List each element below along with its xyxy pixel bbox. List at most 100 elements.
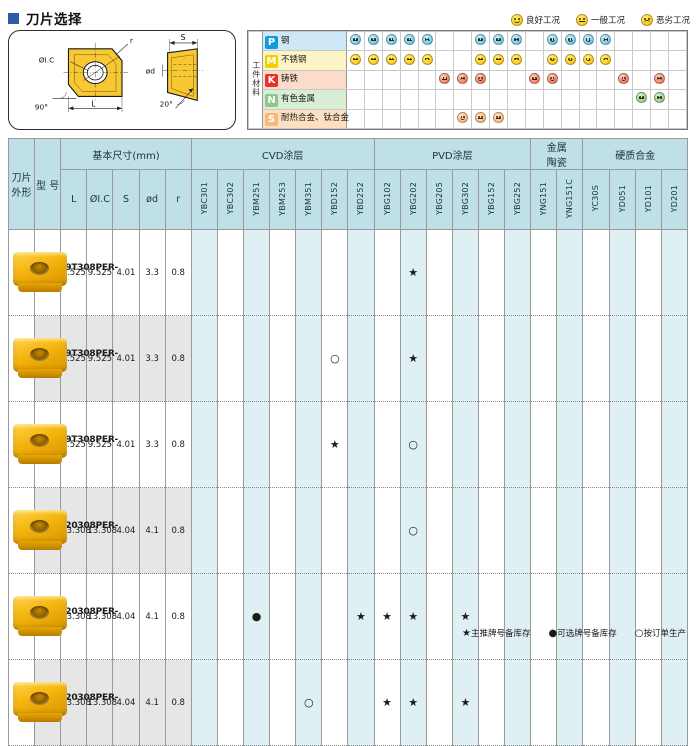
grade-cell-YD101[interactable] — [634, 487, 662, 574]
grade-cell-YBG252[interactable] — [504, 659, 532, 746]
grade-cell-YD051[interactable] — [608, 315, 636, 402]
grade-cell-YBG102[interactable]: ★ — [373, 573, 401, 660]
grade-cell-YBG152[interactable] — [477, 315, 506, 402]
grade-cell-YBM253[interactable] — [269, 401, 297, 488]
grade-cell-YD051[interactable] — [608, 659, 636, 746]
grade-cell-YBD252[interactable]: ★ — [347, 573, 375, 660]
grade-cell-YBM253[interactable] — [269, 573, 297, 660]
grade-cell-YBC301[interactable] — [190, 487, 218, 574]
grade-cell-YBG202[interactable]: ★ — [399, 229, 427, 316]
grade-cell-YBD252[interactable] — [347, 487, 375, 574]
grade-cell-YBC301[interactable] — [190, 401, 218, 488]
grade-cell-YBG205[interactable] — [425, 659, 453, 746]
grade-cell-YBG152[interactable] — [477, 229, 506, 316]
grade-cell-YBG205[interactable] — [425, 401, 453, 488]
grade-cell-YBG205[interactable] — [425, 487, 453, 574]
grade-cell-YBM351[interactable] — [295, 229, 323, 316]
grade-cell-YBG302[interactable]: ★ — [451, 573, 479, 660]
grade-cell-YBD252[interactable] — [347, 401, 375, 488]
grade-cell-YBG205[interactable] — [425, 315, 453, 402]
grade-cell-YBG202[interactable]: ★ — [399, 315, 427, 402]
grade-cell-YBC302[interactable] — [216, 659, 244, 746]
grade-cell-YBC302[interactable] — [216, 315, 244, 402]
grade-cell-YBG252[interactable] — [504, 401, 532, 488]
grade-cell-YNG151C[interactable] — [556, 659, 584, 746]
grade-cell-YNG151[interactable] — [530, 573, 558, 660]
grade-cell-YBD152[interactable] — [321, 229, 349, 316]
grade-cell-YBD152[interactable] — [321, 487, 349, 574]
grade-cell-YC30S[interactable] — [582, 573, 610, 660]
grade-cell-YNG151[interactable] — [530, 487, 558, 574]
grade-cell-YBM251[interactable] — [242, 401, 271, 488]
grade-cell-YBM251[interactable]: ● — [242, 573, 271, 660]
grade-cell-YBM253[interactable] — [269, 315, 297, 402]
grade-cell-YD201[interactable] — [660, 487, 689, 574]
grade-cell-YD101[interactable] — [634, 315, 662, 402]
grade-cell-YBG102[interactable] — [373, 487, 401, 574]
grade-cell-YBM253[interactable] — [269, 487, 297, 574]
table-row[interactable]: SEET120308PER-PM13.30813.3084.044.10.8●★… — [7, 573, 689, 660]
table-row[interactable]: SEET120308PER-PR13.30813.3084.044.10.8○★… — [7, 659, 689, 746]
grade-cell-YBM251[interactable] — [242, 659, 271, 746]
grade-cell-YNG151[interactable] — [530, 659, 558, 746]
grade-cell-YBG152[interactable] — [477, 487, 506, 574]
grade-cell-YBD252[interactable] — [347, 229, 375, 316]
grade-cell-YBG302[interactable] — [451, 315, 479, 402]
grade-cell-YBG152[interactable] — [477, 659, 506, 746]
grade-cell-YBG152[interactable] — [477, 401, 506, 488]
grade-cell-YBM251[interactable] — [242, 315, 271, 402]
grade-cell-YBM351[interactable] — [295, 401, 323, 488]
grade-cell-YBM351[interactable] — [295, 573, 323, 660]
grade-cell-YBG202[interactable]: ○ — [399, 401, 427, 488]
grade-cell-YBD152[interactable] — [321, 659, 349, 746]
grade-cell-YBC301[interactable] — [190, 573, 218, 660]
grade-cell-YBC301[interactable] — [190, 315, 218, 402]
grade-cell-YNG151[interactable] — [530, 229, 558, 316]
grade-cell-YBG252[interactable] — [504, 315, 532, 402]
grade-cell-YNG151C[interactable] — [556, 573, 584, 660]
grade-cell-YBD252[interactable] — [347, 659, 375, 746]
grade-cell-YC30S[interactable] — [582, 401, 610, 488]
grade-cell-YD101[interactable] — [634, 401, 662, 488]
grade-cell-YC30S[interactable] — [582, 487, 610, 574]
grade-cell-YBM253[interactable] — [269, 229, 297, 316]
grade-cell-YBG202[interactable]: ★ — [399, 659, 427, 746]
grade-cell-YBM351[interactable] — [295, 315, 323, 402]
grade-cell-YC30S[interactable] — [582, 315, 610, 402]
grade-cell-YBD152[interactable]: ★ — [321, 401, 349, 488]
grade-cell-YBC302[interactable] — [216, 401, 244, 488]
grade-cell-YC30S[interactable] — [582, 659, 610, 746]
grade-cell-YNG151C[interactable] — [556, 487, 584, 574]
grade-cell-YBG252[interactable] — [504, 573, 532, 660]
grade-cell-YD101[interactable] — [634, 573, 662, 660]
grade-cell-YBC301[interactable] — [190, 659, 218, 746]
grade-cell-YBG202[interactable]: ○ — [399, 487, 427, 574]
grade-cell-YD201[interactable] — [660, 229, 689, 316]
grade-cell-YBM351[interactable] — [295, 487, 323, 574]
grade-cell-YD101[interactable] — [634, 659, 662, 746]
grade-cell-YBG302[interactable]: ★ — [451, 659, 479, 746]
grade-cell-YBG102[interactable] — [373, 401, 401, 488]
grade-cell-YD201[interactable] — [660, 401, 689, 488]
grade-cell-YBG102[interactable] — [373, 229, 401, 316]
grade-cell-YBD152[interactable]: ○ — [321, 315, 349, 402]
grade-cell-YNG151C[interactable] — [556, 401, 584, 488]
grade-cell-YNG151[interactable] — [530, 401, 558, 488]
grade-cell-YBG252[interactable] — [504, 487, 532, 574]
grade-cell-YBM351[interactable]: ○ — [295, 659, 323, 746]
grade-cell-YBG205[interactable] — [425, 229, 453, 316]
grade-cell-YBM251[interactable] — [242, 487, 271, 574]
grade-cell-YNG151C[interactable] — [556, 315, 584, 402]
grade-cell-YBG202[interactable]: ★ — [399, 573, 427, 660]
grade-cell-YD201[interactable] — [660, 315, 689, 402]
grade-cell-YBG102[interactable] — [373, 315, 401, 402]
grade-cell-YBM251[interactable] — [242, 229, 271, 316]
grade-cell-YBG252[interactable] — [504, 229, 532, 316]
grade-cell-YD051[interactable] — [608, 401, 636, 488]
grade-cell-YC30S[interactable] — [582, 229, 610, 316]
grade-cell-YNG151C[interactable] — [556, 229, 584, 316]
